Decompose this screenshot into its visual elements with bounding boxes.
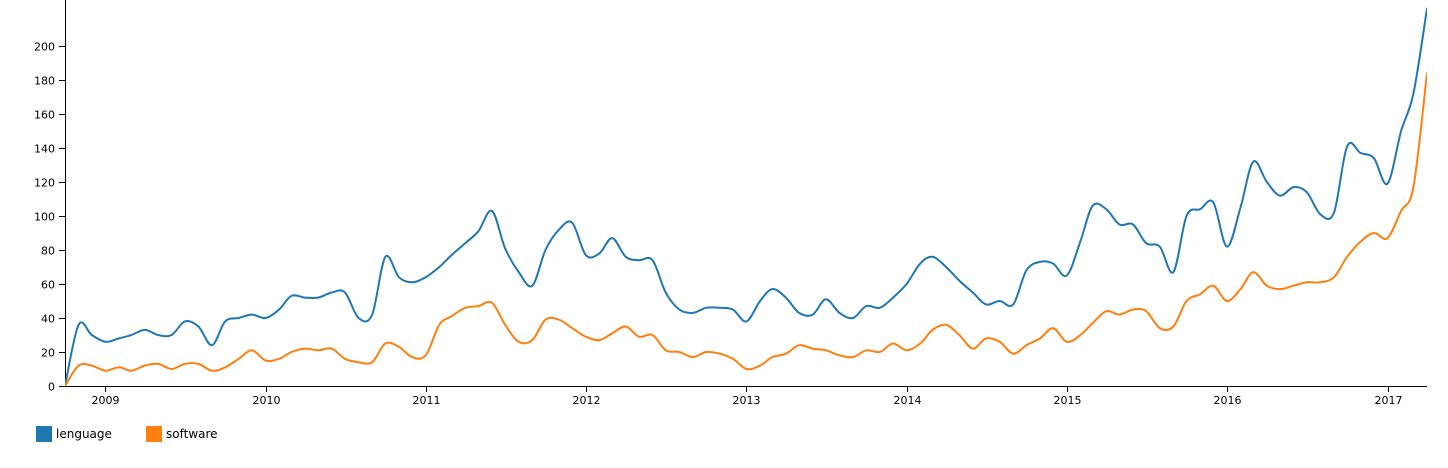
y-tick-label: 0	[48, 381, 55, 394]
x-tick-label: 2012	[573, 394, 601, 407]
series-line-software	[65, 72, 1427, 386]
y-tick-label: 80	[41, 245, 55, 258]
series-line-lenguage	[65, 7, 1427, 386]
y-tick-label: 40	[41, 313, 55, 326]
x-tick-label: 2015	[1054, 394, 1082, 407]
x-tick-label: 2016	[1214, 394, 1242, 407]
y-tick-label: 160	[34, 109, 55, 122]
legend-label: software	[166, 427, 218, 441]
y-tick-label: 60	[41, 279, 55, 292]
y-tick-label: 140	[34, 143, 55, 156]
y-tick-label: 100	[34, 211, 55, 224]
x-tick-label: 2017	[1375, 394, 1403, 407]
y-tick-label: 120	[34, 177, 55, 190]
legend-swatch	[36, 426, 52, 442]
legend-item-software[interactable]: software	[146, 426, 218, 442]
legend-swatch	[146, 426, 162, 442]
x-tick-label: 2009	[92, 394, 120, 407]
legend-item-lenguage[interactable]: lenguage	[36, 426, 112, 442]
legend: lenguage software	[36, 426, 218, 442]
legend-label: lenguage	[56, 427, 112, 441]
y-tick-label: 180	[34, 75, 55, 88]
y-tick-label: 20	[41, 347, 55, 360]
x-tick-label: 2011	[413, 394, 441, 407]
series-layer	[65, 7, 1427, 386]
x-tick-label: 2014	[894, 394, 922, 407]
x-tick-label: 2010	[253, 394, 281, 407]
x-axis: 2009 2010 2011 2012 2013 2014 2015 2016 2017	[65, 386, 1427, 407]
y-tick-label: 200	[34, 41, 55, 54]
x-tick-label: 2013	[733, 394, 761, 407]
y-axis: 0 20 40 60 80 100 120 140 160 180 200	[34, 0, 66, 394]
